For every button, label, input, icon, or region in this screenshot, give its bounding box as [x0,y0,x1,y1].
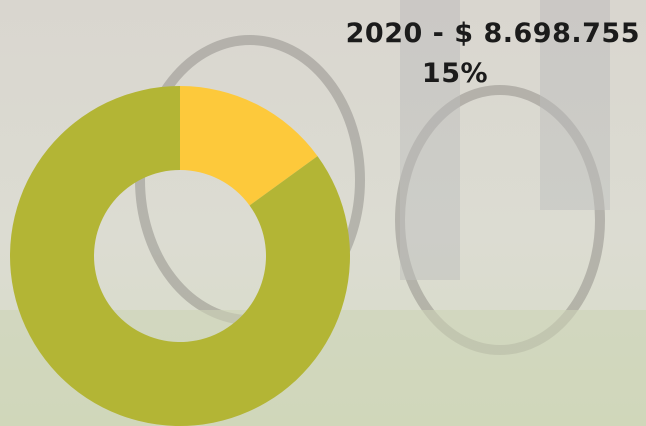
donut-segment [180,86,318,206]
chart-title: 2020 - $ 8.698.755 [346,18,640,49]
value-label: 15% [422,58,488,89]
donut [10,86,350,426]
donut-segment [10,86,350,426]
